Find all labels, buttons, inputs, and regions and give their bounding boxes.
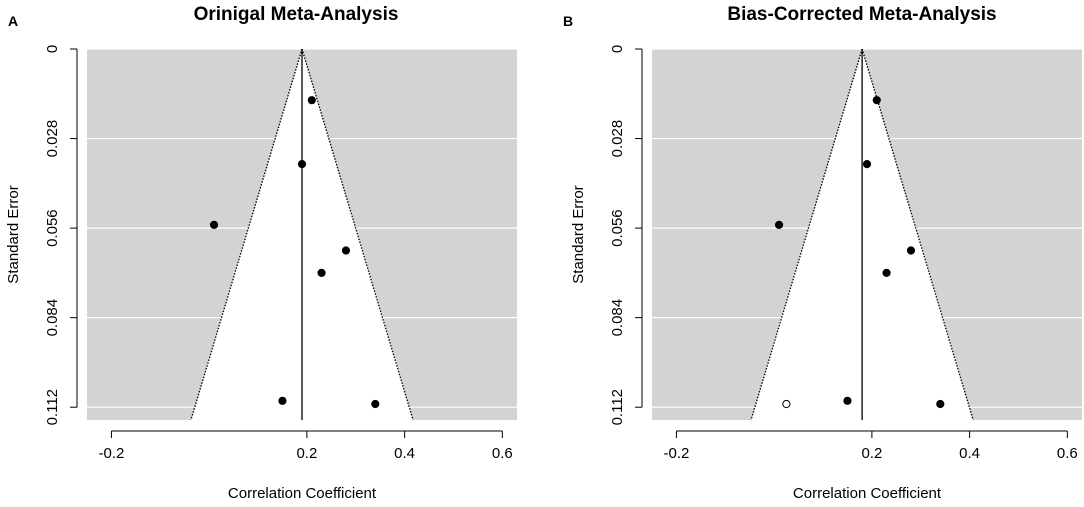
panel-b-study-point bbox=[936, 399, 945, 409]
panel-b-study-point bbox=[862, 160, 872, 169]
panel-a-y-axis-label: Standard Error bbox=[5, 185, 22, 283]
panel-b-x-tick-label: 0.4 bbox=[959, 445, 980, 462]
panel-b-x-axis-label: Correlation Coefficient bbox=[793, 485, 942, 502]
panel-b-y-tick-label: 0.056 bbox=[609, 209, 626, 247]
panel-a-title: Orinigal Meta-Analysis bbox=[194, 4, 399, 25]
panel-a-x-tick-label: -0.2 bbox=[99, 445, 125, 462]
panel-b-title: Bias-Corrected Meta-Analysis bbox=[727, 4, 996, 25]
panel-b-study-point bbox=[906, 246, 916, 255]
panel-a-study-point bbox=[297, 160, 307, 169]
panel-a-x-tick-label: 0.4 bbox=[394, 445, 415, 462]
panel-b-study-point bbox=[774, 220, 784, 230]
panel-a-y-tick-label: 0.112 bbox=[44, 389, 61, 425]
panel-a-plot: -0.2 0.2 0.4 0.6 0 0.028 0.056 0.084 0.112 Correl… bbox=[5, 45, 517, 502]
panel-b-y-axis-label: Standard Error bbox=[570, 185, 587, 283]
panel-a-study-point bbox=[341, 246, 351, 255]
panel-b-y-tick-label: 0 bbox=[609, 45, 626, 53]
panel-b-study-point bbox=[872, 96, 881, 105]
panel-a-y-tick-label: 0 bbox=[44, 45, 61, 53]
panel-b-y-tick-label: 0.112 bbox=[609, 389, 626, 425]
panel-b-x-tick-label: -0.2 bbox=[664, 445, 690, 462]
panel-a-x-tick-label: 0.6 bbox=[492, 445, 513, 462]
panel-a-study-point bbox=[317, 268, 326, 277]
panel-a-y-tick-label: 0.028 bbox=[44, 120, 61, 158]
panel-a-x-axis-label: Correlation Coefficient bbox=[228, 485, 377, 502]
panel-b-letter: B bbox=[563, 13, 573, 29]
panel-b-x-tick-label: 0.2 bbox=[861, 445, 882, 462]
panel-a-y-tick-label: 0.084 bbox=[44, 299, 61, 337]
panel-a-study-point bbox=[371, 399, 380, 409]
panel-b-study-point bbox=[843, 396, 852, 405]
panel-b-plot: -0.2 0.2 0.4 0.6 0 0.028 0.056 0.084 0.112 Correl… bbox=[570, 45, 1082, 502]
panel-a-study-point bbox=[209, 220, 219, 230]
panel-a-x-tick-label: 0.2 bbox=[296, 445, 317, 462]
panel-b-study-point bbox=[882, 268, 891, 277]
panel-a-study-point bbox=[307, 96, 316, 105]
panel-a-y-tick-label: 0.056 bbox=[44, 209, 61, 247]
panel-b-y-tick-label: 0.084 bbox=[609, 299, 626, 337]
panel-a-letter: A bbox=[8, 13, 18, 29]
panel-b-x-tick-label: 0.6 bbox=[1057, 445, 1078, 462]
panel-b-imputed-study-point bbox=[782, 399, 791, 409]
panel-b-y-tick-label: 0.028 bbox=[609, 120, 626, 158]
panel-a-study-point bbox=[278, 396, 287, 405]
